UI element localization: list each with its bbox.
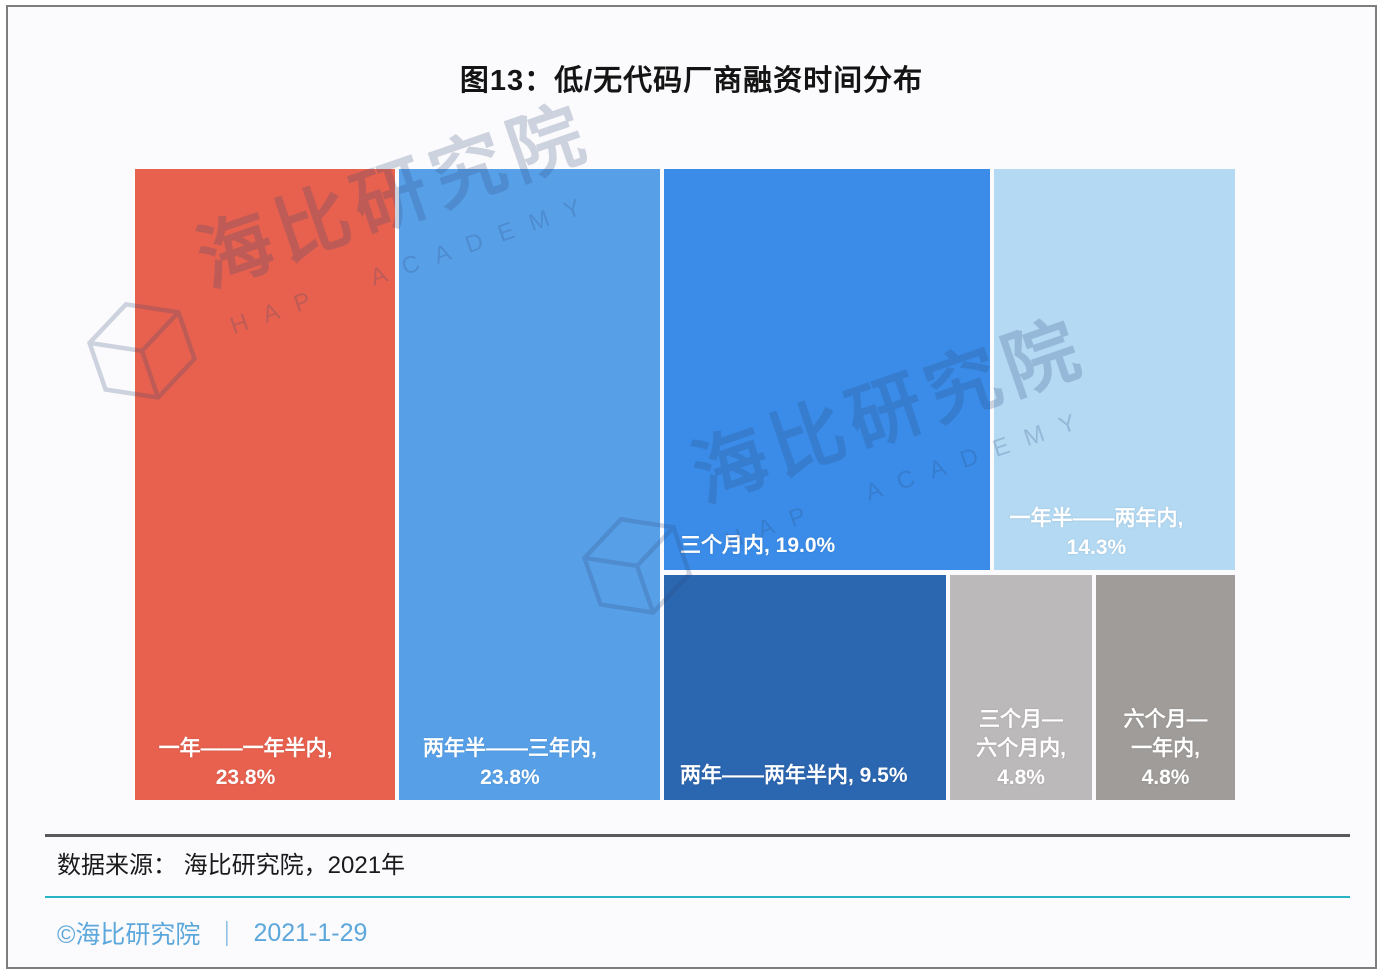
- cell-label-line: 一年——一年半内,: [158, 737, 333, 760]
- cell-label: 两年——两年半内, 9.5%: [680, 761, 908, 790]
- treemap-cell-one-year-to-one-and-half-year: 一年——一年半内, 23.8%: [135, 169, 395, 800]
- treemap-cell-within-three-months: 三个月内, 19.0%: [664, 169, 990, 570]
- cell-label-line: 六个月—: [1123, 708, 1208, 731]
- treemap-chart: 一年——一年半内, 23.8% 两年半——三年内, 23.8% 三个月内, 19…: [135, 169, 1235, 800]
- cell-label: 三个月— 六个月内, 4.8%: [950, 705, 1092, 792]
- cell-value-line: 4.8%: [1141, 766, 1190, 789]
- treemap-cell-two-to-two-and-half-years: 两年——两年半内, 9.5%: [664, 575, 946, 800]
- footer-separator: ｜: [214, 921, 240, 949]
- report-card: 图13：低/无代码厂商融资时间分布 一年——一年半内, 23.8% 两年半——三…: [6, 5, 1377, 969]
- cell-label-line: 两年半——三年内,: [423, 737, 597, 760]
- cell-label: 两年半——三年内, 23.8%: [399, 734, 621, 792]
- cell-value-line: 23.8%: [480, 766, 540, 789]
- divider-teal: [45, 896, 1350, 898]
- cell-label-line: 三个月内, 19.0%: [680, 534, 836, 557]
- cell-label-line: 三个月—: [979, 708, 1063, 731]
- footer-date: 2021-1-29: [253, 918, 368, 947]
- footer: ©海比研究院 ｜ 2021-1-29: [57, 915, 367, 951]
- cell-value-line: 14.3%: [1066, 536, 1127, 559]
- treemap-cell-one-and-half-to-two-years: 一年半——两年内, 14.3%: [994, 169, 1235, 570]
- footer-copyright: ©海比研究院: [57, 921, 201, 949]
- cell-label-line: 六个月内,: [976, 737, 1066, 760]
- divider-dark: [45, 834, 1350, 837]
- treemap-cell-three-to-six-months: 三个月— 六个月内, 4.8%: [950, 575, 1092, 800]
- cell-value-line: 23.8%: [215, 766, 276, 789]
- treemap-cell-six-months-to-one-year: 六个月— 一年内, 4.8%: [1096, 575, 1235, 800]
- cell-label: 三个月内, 19.0%: [680, 531, 835, 560]
- data-source-note: 数据来源： 海比研究院，2021年: [57, 852, 406, 879]
- cell-label: 六个月— 一年内, 4.8%: [1096, 705, 1235, 792]
- cell-label-line: 一年半——两年内,: [1009, 507, 1184, 530]
- cell-label-line: 两年——两年半内, 9.5%: [680, 764, 908, 787]
- cell-label-line: 一年内,: [1131, 737, 1200, 760]
- cell-value-line: 4.8%: [997, 766, 1045, 789]
- cell-label: 一年——一年半内, 23.8%: [135, 734, 356, 792]
- chart-title: 图13：低/无代码厂商融资时间分布: [459, 65, 924, 97]
- cell-label: 一年半——两年内, 14.3%: [994, 504, 1199, 562]
- treemap-cell-two-and-half-to-three-years: 两年半——三年内, 23.8%: [399, 169, 660, 800]
